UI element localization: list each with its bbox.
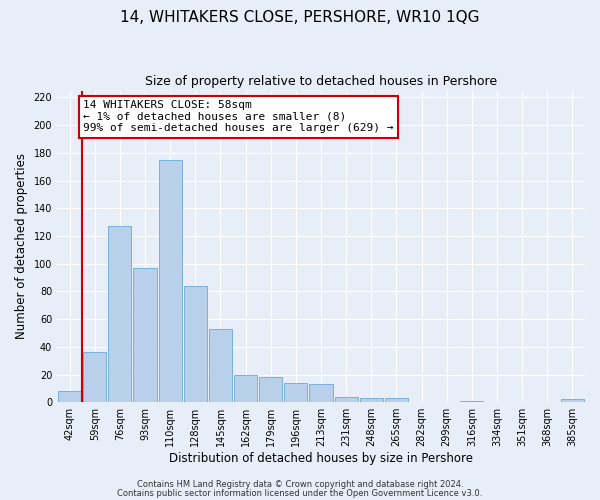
Bar bbox=[133, 268, 157, 402]
Text: Contains HM Land Registry data © Crown copyright and database right 2024.: Contains HM Land Registry data © Crown c… bbox=[137, 480, 463, 489]
Text: Contains public sector information licensed under the Open Government Licence v3: Contains public sector information licen… bbox=[118, 488, 482, 498]
Bar bbox=[310, 384, 332, 402]
Bar bbox=[335, 396, 358, 402]
Bar bbox=[284, 383, 307, 402]
Bar bbox=[259, 378, 283, 402]
Bar bbox=[58, 391, 81, 402]
Bar bbox=[209, 329, 232, 402]
X-axis label: Distribution of detached houses by size in Pershore: Distribution of detached houses by size … bbox=[169, 452, 473, 465]
Text: 14 WHITAKERS CLOSE: 58sqm
← 1% of detached houses are smaller (8)
99% of semi-de: 14 WHITAKERS CLOSE: 58sqm ← 1% of detach… bbox=[83, 100, 394, 134]
Title: Size of property relative to detached houses in Pershore: Size of property relative to detached ho… bbox=[145, 75, 497, 88]
Bar bbox=[460, 401, 484, 402]
Bar bbox=[158, 160, 182, 402]
Bar bbox=[109, 226, 131, 402]
Bar bbox=[234, 374, 257, 402]
Bar bbox=[360, 398, 383, 402]
Text: 14, WHITAKERS CLOSE, PERSHORE, WR10 1QG: 14, WHITAKERS CLOSE, PERSHORE, WR10 1QG bbox=[120, 10, 480, 25]
Y-axis label: Number of detached properties: Number of detached properties bbox=[15, 154, 28, 340]
Bar bbox=[561, 400, 584, 402]
Bar bbox=[184, 286, 207, 402]
Bar bbox=[83, 352, 106, 402]
Bar bbox=[385, 398, 408, 402]
